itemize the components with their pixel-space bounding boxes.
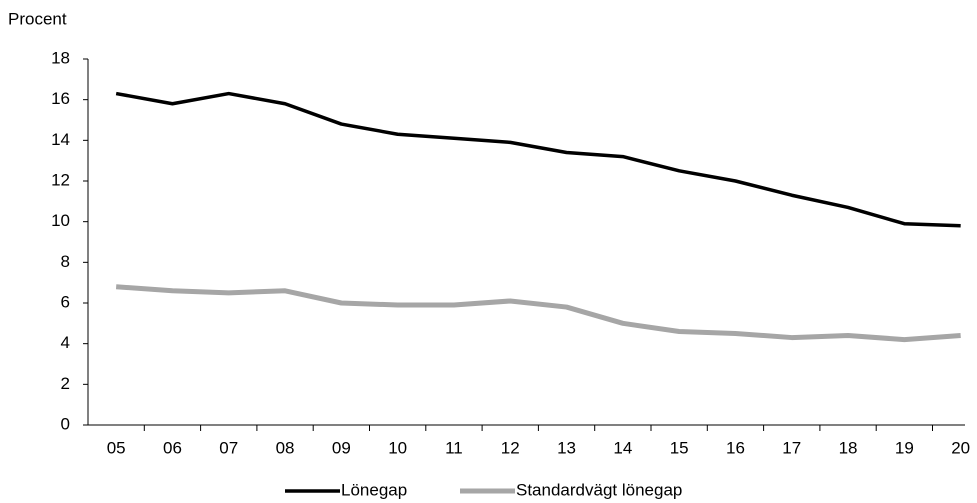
y-tick-label: 0 [61, 414, 70, 433]
x-tick-label: 18 [839, 438, 858, 457]
x-tick-label: 05 [107, 438, 126, 457]
y-tick-label: 12 [51, 170, 70, 189]
y-tick-label: 14 [51, 130, 70, 149]
y-tick-label: 6 [61, 292, 70, 311]
x-tick-label: 11 [445, 438, 463, 457]
x-tick-label: 07 [219, 438, 238, 457]
y-axis-label: Procent [8, 9, 67, 28]
x-tick-label: 16 [726, 438, 745, 457]
x-tick-label: 19 [895, 438, 914, 457]
x-tick-label: 14 [613, 438, 632, 457]
x-tick-label: 15 [670, 438, 689, 457]
x-tick-label: 20 [951, 438, 970, 457]
x-tick-label: 17 [782, 438, 801, 457]
y-tick-label: 18 [51, 48, 70, 67]
x-tick-label: 10 [388, 438, 407, 457]
x-tick-label: 09 [332, 438, 351, 457]
legend-label: Lönegap [341, 480, 407, 499]
y-tick-label: 4 [61, 333, 70, 352]
y-tick-label: 8 [61, 252, 70, 271]
y-tick-label: 2 [61, 374, 70, 393]
legend-label: Standardvägt lönegap [516, 480, 682, 499]
line-series [115, 284, 961, 343]
y-tick-label: 10 [51, 211, 70, 230]
x-tick-label: 12 [501, 438, 520, 457]
y-tick-label: 16 [51, 89, 70, 108]
x-tick-label: 06 [163, 438, 182, 457]
x-tick-label: 08 [276, 438, 295, 457]
line-series [115, 91, 961, 228]
x-tick-label: 13 [557, 438, 576, 457]
